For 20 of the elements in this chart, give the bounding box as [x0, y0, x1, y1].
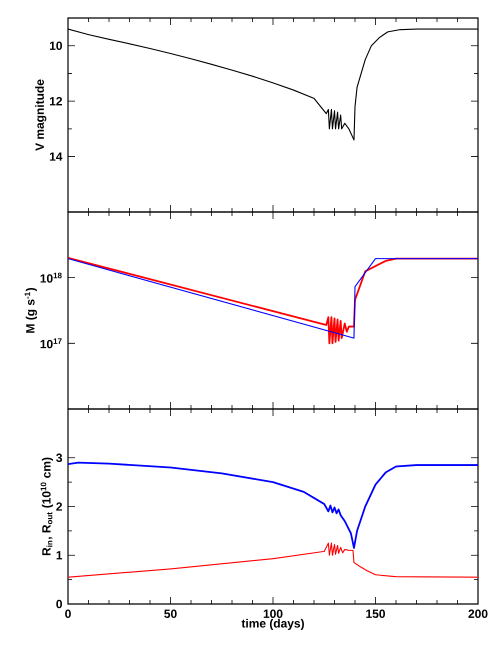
y-tick-label: 10 — [50, 41, 62, 50]
x-axis-title: time (days) — [242, 618, 304, 630]
y-tick-label: 10$^{17}$ — [40, 338, 62, 348]
y-tick-label: 2 — [56, 502, 62, 511]
x-tick-label: 200 — [468, 610, 488, 618]
x-tick-label: 50 — [164, 610, 177, 618]
line-series — [68, 462, 478, 549]
y-axis-title: V magnitude — [35, 80, 46, 151]
y-tick-label: 12 — [50, 96, 62, 106]
x-tick-label: 150 — [366, 610, 385, 618]
line-series — [68, 542, 478, 578]
y-tick-label: 1 — [56, 551, 62, 560]
y-tick-label: 0 — [56, 600, 62, 608]
x-tick-label: 0 — [65, 610, 71, 618]
y-tick-label: 10$^{18}$ — [40, 272, 62, 283]
y-axis-title: M (g s$^{-1}$) — [24, 288, 37, 333]
y-axis-title: R$_{in}$, R$_{out}$ (10$^{10}$ cm) — [40, 458, 53, 556]
y-tick-label: 14 — [50, 152, 62, 161]
y-tick-label: 3 — [56, 454, 62, 462]
x-tick-label: 100 — [264, 610, 282, 618]
